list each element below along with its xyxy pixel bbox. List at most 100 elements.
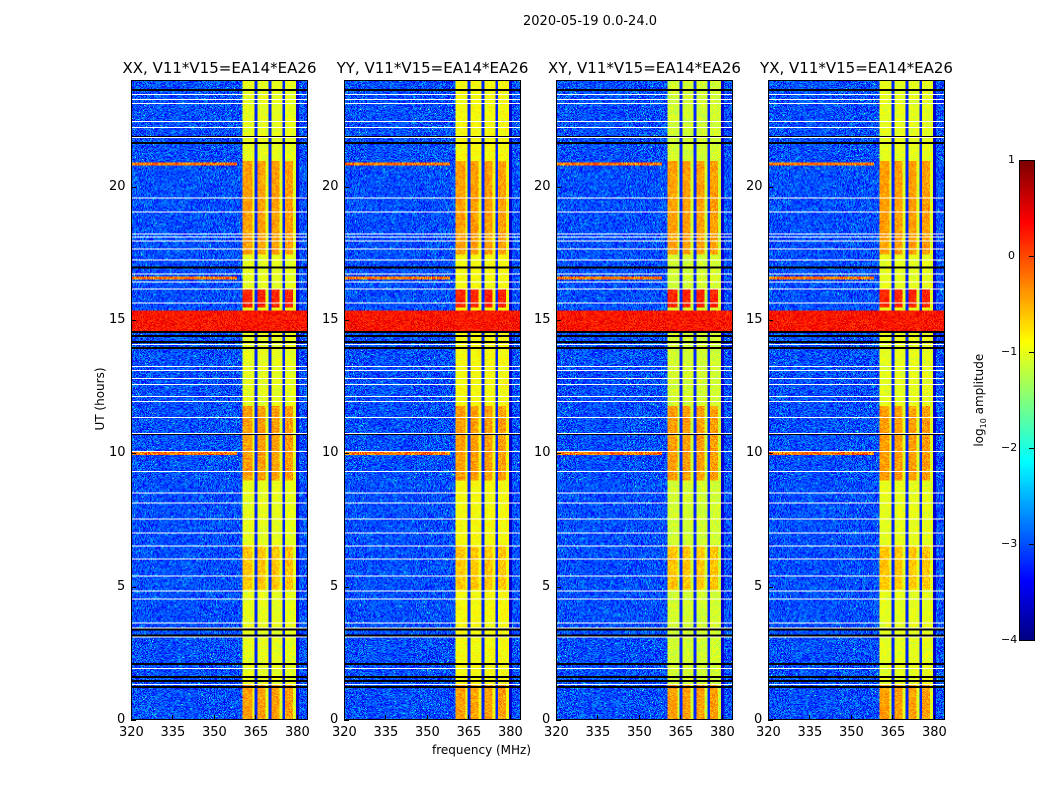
y-tick-label: 10 [109,445,126,461]
y-tick [768,720,773,721]
x-tick-label: 335 [160,725,186,740]
x-tick-label: 350 [838,725,864,740]
y-tick-label: 10 [322,445,339,461]
colorbar-tick [1029,256,1034,257]
x-tick [468,715,470,720]
x-tick [721,715,723,720]
x-tick-label: 350 [201,725,227,740]
colorbar-tick [1029,352,1034,353]
x-tick [850,715,852,720]
y-tick-label: 20 [109,178,126,194]
colorbar-tick-label: 1 [1008,153,1015,166]
heatmap-panel [556,80,733,720]
y-tick [768,586,773,588]
x-tick [556,715,557,720]
x-tick-label: 365 [456,725,482,740]
y-tick [131,720,136,721]
x-tick [255,715,257,720]
colorbar-label: log10 amplitude [972,340,988,460]
x-tick-label: 350 [414,725,440,740]
y-tick-label: 20 [534,178,551,194]
y-tick-label: 20 [746,178,763,194]
figure-title: 2020-05-19 0.0-24.0 [523,14,657,29]
colorbar-tick-label: −4 [1001,633,1018,646]
heatmap-panel [768,80,945,720]
x-tick-label: 320 [332,725,357,740]
panel-title: YY, V11*V15=EA14*EA26 [336,59,529,77]
y-tick-label: 15 [322,312,339,327]
colorbar-tick [1029,160,1034,161]
y-tick-label: 15 [746,312,763,327]
x-tick [385,715,387,720]
x-tick-label: 335 [585,725,611,740]
y-tick [556,320,561,321]
x-tick [892,715,894,720]
y-tick [344,720,349,721]
y-tick-label: 10 [746,445,763,461]
y-tick-label: 5 [330,578,339,594]
y-tick-label: 0 [754,712,763,727]
x-tick-label: 335 [797,725,823,740]
x-tick [344,715,345,720]
colorbar-tick-label: 0 [1008,249,1015,262]
y-tick-label: 20 [322,178,339,194]
y-tick [344,586,349,588]
colorbar [1019,160,1035,641]
x-tick [172,715,174,720]
y-tick [131,453,136,455]
colorbar-label-rest: amplitude [971,353,986,419]
colorbar-tick [1029,544,1034,545]
x-tick [213,715,215,720]
y-tick [556,453,561,455]
x-tick [509,715,511,720]
colorbar-tick-label: −1 [1001,345,1018,358]
colorbar-tick [1029,448,1034,449]
y-tick-label: 5 [117,578,126,594]
x-tick-label: 380 [921,725,947,740]
colorbar-tick-label: −3 [1001,537,1018,550]
y-tick [131,586,136,588]
y-tick-label: 0 [330,712,339,727]
y-tick-label: 5 [754,578,763,594]
x-tick-label: 335 [373,725,399,740]
x-tick [933,715,935,720]
colorbar-gradient [1020,161,1034,640]
y-tick [768,453,773,455]
colorbar-label-sub: 10 [979,418,989,429]
y-axis-label: UT (hours) [93,367,107,431]
x-tick-label: 380 [284,725,310,740]
y-tick [344,186,349,188]
heatmap-image [132,81,307,719]
heatmap-image [557,81,732,719]
panel-title: XX, V11*V15=EA14*EA26 [122,59,317,77]
x-tick-label: 320 [119,725,144,740]
x-tick-label: 365 [668,725,694,740]
x-tick [131,715,132,720]
y-tick [344,453,349,455]
y-tick-label: 10 [534,445,551,461]
y-tick [556,720,561,721]
x-tick-label: 350 [626,725,652,740]
y-tick-label: 5 [542,578,551,594]
x-tick [426,715,428,720]
heatmap-panel [131,80,308,720]
heatmap-image [345,81,520,719]
x-tick [680,715,682,720]
x-axis-label: frequency (MHz) [432,743,532,757]
y-tick-label: 15 [109,312,126,327]
x-tick [809,715,811,720]
y-tick-label: 0 [542,712,551,727]
y-tick [768,186,773,188]
heatmap-image [769,81,944,719]
x-tick-label: 320 [544,725,569,740]
colorbar-tick-label: −2 [1001,441,1018,454]
x-tick [296,715,298,720]
heatmap-panel [344,80,521,720]
x-tick-label: 320 [756,725,781,740]
x-tick-label: 365 [880,725,906,740]
x-tick [768,715,769,720]
x-tick [597,715,599,720]
y-tick-label: 15 [534,312,551,327]
y-tick [556,586,561,588]
